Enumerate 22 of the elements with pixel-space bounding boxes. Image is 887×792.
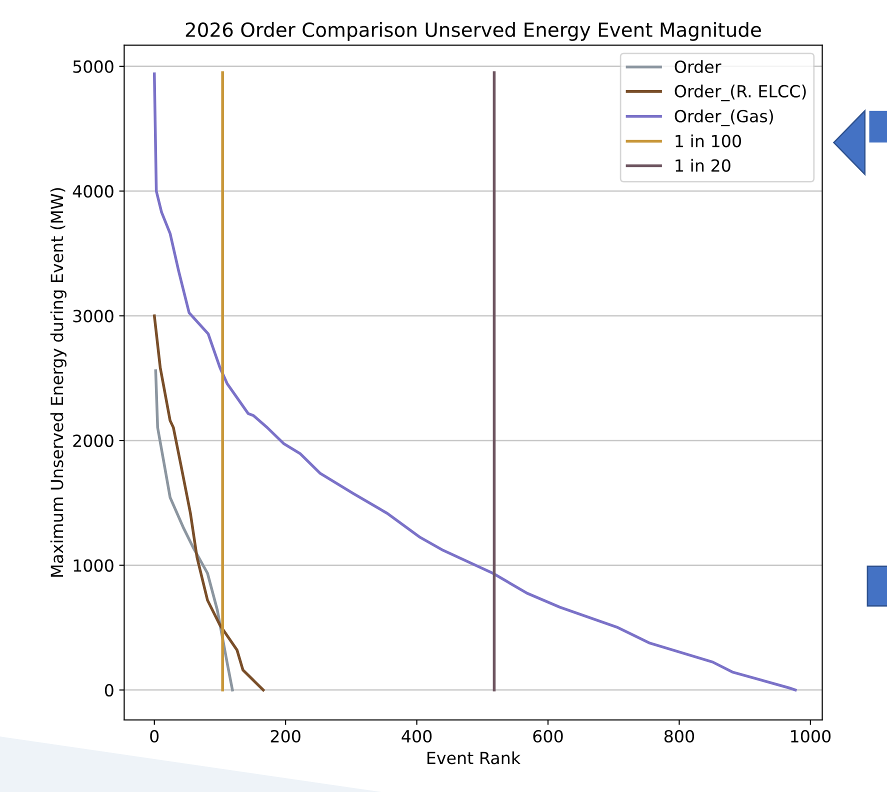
- legend-label: Order_(Gas): [674, 110, 773, 126]
- line-series: [152, 314, 265, 692]
- legend-label: 1 in 20: [676, 158, 730, 172]
- x-tick-label: 1000: [791, 730, 831, 743]
- x-tick-label: 0: [150, 730, 159, 743]
- line-series: [154, 369, 234, 692]
- legend-label: Order_(R. ELCC): [674, 84, 806, 102]
- y-tick-label: 1000: [74, 559, 114, 572]
- y-tick-label: 4000: [72, 185, 114, 198]
- x-tick-label: 800: [664, 730, 694, 743]
- y-tick-label: 5000: [73, 60, 114, 73]
- y-tick-label: 2000: [73, 434, 114, 448]
- y-tick-label: 3000: [73, 310, 114, 322]
- legend-label: 1 in 100: [676, 134, 741, 148]
- legend-label: Order: [674, 60, 722, 74]
- x-axis-title: Event Rank: [428, 751, 521, 764]
- chart-title: 2026 Order Comparison Unserved Energy Event Magnitude: [186, 22, 761, 41]
- x-tick-label: 400: [402, 730, 432, 743]
- y-tick-label: 0: [104, 684, 114, 697]
- x-tick-label: 200: [270, 730, 300, 743]
- y-axis-title: Maximum Unserved Energy during Event (MW): [50, 188, 66, 577]
- x-tick-label: 600: [533, 730, 563, 743]
